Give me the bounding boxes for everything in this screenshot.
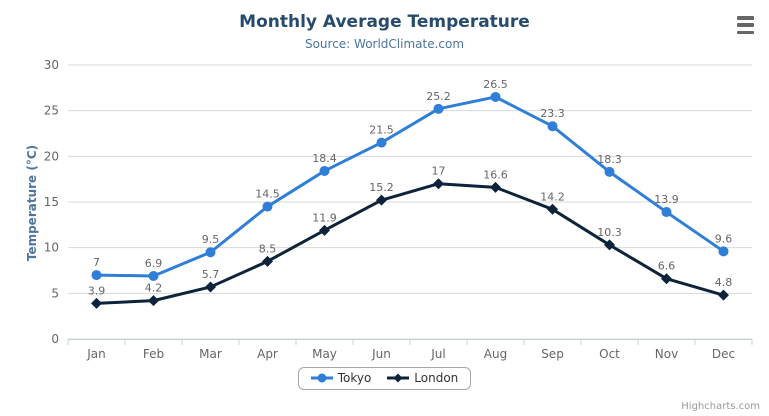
data-label: 15.2 xyxy=(369,181,394,194)
data-label: 14.5 xyxy=(255,188,280,201)
data-point-marker[interactable] xyxy=(433,103,444,114)
data-label: 8.5 xyxy=(259,242,277,255)
series-line-london xyxy=(95,182,725,305)
legend: Tokyo London xyxy=(297,367,472,390)
hamburger-menu-icon xyxy=(737,16,754,20)
export-menu-button[interactable] xyxy=(733,13,759,37)
data-label: 21.5 xyxy=(369,124,394,137)
data-label: 25.2 xyxy=(426,90,451,103)
data-point-marker[interactable] xyxy=(262,255,273,267)
y-axis-tick-label: 25 xyxy=(44,104,59,118)
data-label: 10.3 xyxy=(597,226,622,239)
data-point-marker[interactable] xyxy=(148,270,159,281)
data-point-marker[interactable] xyxy=(433,178,444,190)
data-point-marker[interactable] xyxy=(376,137,387,148)
chart-title: Monthly Average Temperature xyxy=(239,12,530,32)
x-axis-tick-label: Oct xyxy=(599,347,620,361)
data-label: 7 xyxy=(93,256,100,269)
x-axis-tick-label: Aug xyxy=(484,347,507,361)
y-axis-tick-label: 20 xyxy=(44,149,59,163)
data-point-marker[interactable] xyxy=(205,281,216,293)
circle-marker-icon xyxy=(310,373,333,383)
data-point-marker[interactable] xyxy=(490,91,501,102)
x-axis-tick-label: Dec xyxy=(712,347,735,361)
chart-subtitle: Source: WorldClimate.com xyxy=(304,37,465,51)
diamond-marker-icon xyxy=(387,373,410,383)
data-point-marker[interactable] xyxy=(718,289,729,301)
data-point-marker[interactable] xyxy=(319,224,330,236)
data-point-marker[interactable] xyxy=(604,239,615,251)
data-point-marker[interactable] xyxy=(547,203,558,215)
data-label: 9.6 xyxy=(715,232,733,245)
data-label: 4.8 xyxy=(715,276,733,289)
data-point-marker[interactable] xyxy=(319,165,330,176)
data-label: 16.6 xyxy=(483,168,508,181)
x-axis-tick-label: Jun xyxy=(371,347,391,361)
legend-item-label: Tokyo xyxy=(337,371,372,385)
credits-link[interactable]: Highcharts.com xyxy=(681,401,760,412)
x-axis-tick-label: Feb xyxy=(143,347,164,361)
data-point-marker[interactable] xyxy=(490,181,501,193)
data-label: 18.4 xyxy=(312,152,337,165)
y-axis-tick-label: 0 xyxy=(51,332,59,346)
legend-item-london[interactable]: London xyxy=(387,371,458,385)
data-point-marker[interactable] xyxy=(661,273,672,285)
data-point-marker[interactable] xyxy=(91,270,102,281)
x-axis-tick-label: Mar xyxy=(199,347,222,361)
data-label: 9.5 xyxy=(202,233,220,246)
x-axis-tick-label: May xyxy=(312,347,337,361)
data-point-marker[interactable] xyxy=(547,121,558,132)
data-point-marker[interactable] xyxy=(91,297,102,309)
data-label: 23.3 xyxy=(540,107,565,120)
x-axis-tick-label: Jan xyxy=(86,347,106,361)
data-point-marker[interactable] xyxy=(376,194,387,206)
data-label: 4.2 xyxy=(145,282,163,295)
x-axis-tick-label: Sep xyxy=(541,347,564,361)
legend-item-tokyo[interactable]: Tokyo xyxy=(310,371,372,385)
series-line-tokyo xyxy=(95,95,725,278)
y-axis-tick-label: 5 xyxy=(51,286,59,300)
data-label: 6.6 xyxy=(658,260,676,273)
y-axis-tick-label: 30 xyxy=(44,58,59,72)
legend-item-label: London xyxy=(414,371,459,385)
y-axis-tick-label: 10 xyxy=(44,241,59,255)
hamburger-menu-icon xyxy=(737,30,754,34)
data-point-marker[interactable] xyxy=(661,207,672,218)
data-point-marker[interactable] xyxy=(148,295,159,307)
x-axis-tick-label: Apr xyxy=(257,347,278,361)
data-point-marker[interactable] xyxy=(718,246,729,257)
data-label: 26.5 xyxy=(483,78,508,91)
hamburger-menu-icon xyxy=(737,23,754,27)
x-axis-tick-label: Jul xyxy=(430,347,445,361)
data-label: 18.3 xyxy=(597,153,622,166)
data-point-marker[interactable] xyxy=(262,201,273,212)
data-label: 3.9 xyxy=(88,284,106,297)
data-point-marker[interactable] xyxy=(604,166,615,177)
data-label: 6.9 xyxy=(145,257,163,270)
data-label: 17 xyxy=(432,165,446,178)
data-label: 5.7 xyxy=(202,268,220,281)
data-label: 14.2 xyxy=(540,190,565,203)
data-label: 13.9 xyxy=(654,193,679,206)
x-axis-tick-label: Nov xyxy=(655,347,678,361)
y-axis-tick-label: 15 xyxy=(44,195,59,209)
data-point-marker[interactable] xyxy=(205,247,216,258)
data-label: 11.9 xyxy=(312,211,337,224)
